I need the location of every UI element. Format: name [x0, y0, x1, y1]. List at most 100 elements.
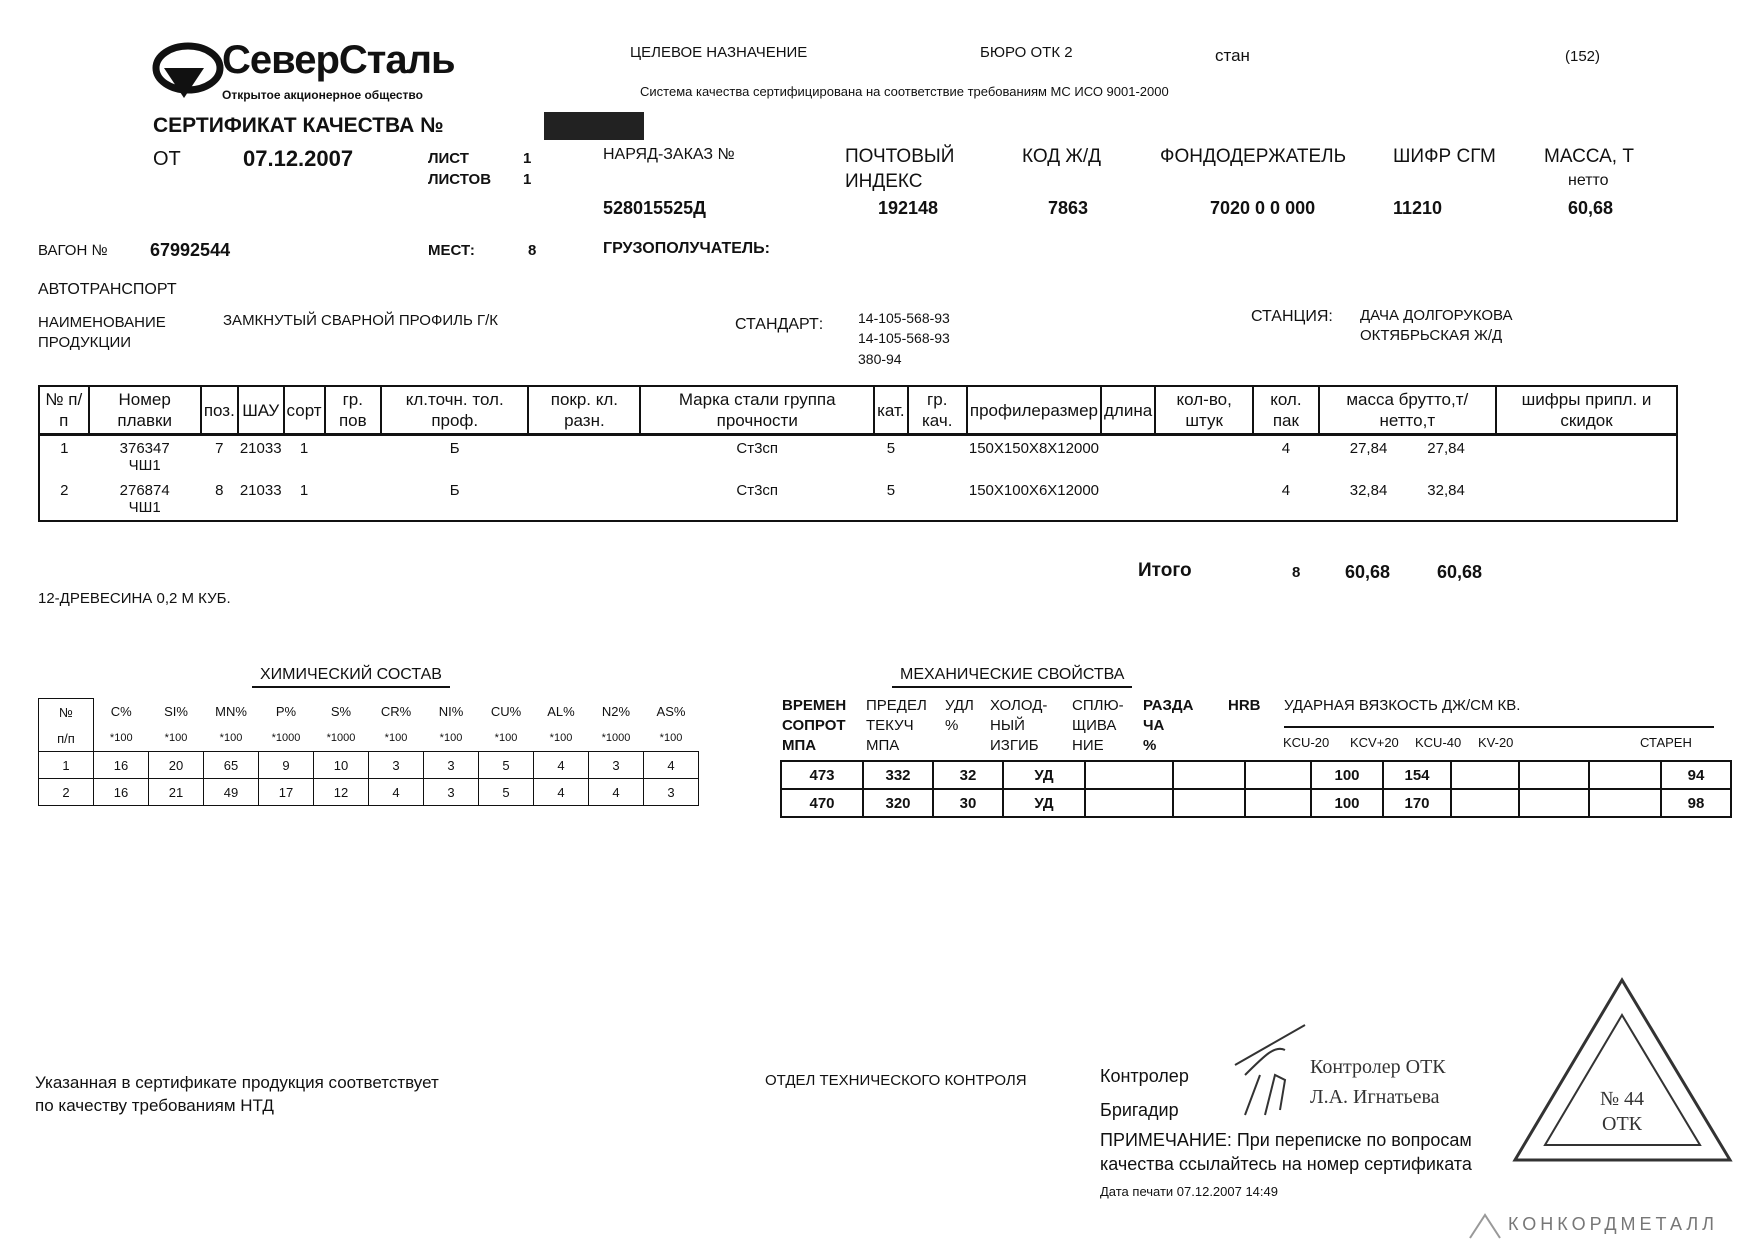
- mechanics-header: ЩИВА: [1072, 717, 1117, 734]
- column-header: кл.точн. тол. проф.: [380, 385, 530, 436]
- table-cell: 2: [38, 478, 89, 522]
- svg-text:ОТК: ОТК: [1602, 1113, 1643, 1135]
- table-cell: [1588, 760, 1662, 790]
- table-cell: 7: [215, 440, 224, 457]
- standard-label: СТАНДАРТ:: [735, 316, 824, 333]
- element-header: AL%: [547, 704, 575, 720]
- table-cell: 1: [38, 434, 89, 478]
- element-header: AS%: [656, 704, 686, 720]
- table-cell: 470: [780, 788, 864, 818]
- element-header: MN%: [215, 704, 247, 720]
- table-cell: [1496, 478, 1678, 522]
- heat-number: 376347: [119, 440, 170, 457]
- table-cell: УД: [1002, 760, 1086, 790]
- note-label: ПРИМЕЧАНИЕ:: [1100, 1130, 1232, 1150]
- table-cell: [1101, 435, 1155, 479]
- column-header: кол. пак: [1252, 385, 1320, 436]
- table-cell: 5: [478, 778, 534, 806]
- mechanics-header: НЫЙ: [990, 717, 1025, 734]
- table-cell: 3: [368, 751, 424, 779]
- table-cell: 10: [313, 751, 369, 779]
- table-cell: [1244, 788, 1312, 818]
- chemistry-table: № C% SI% MN% P% S% CR% NI% CU% AL% N2% AS% п/п *100 *1…: [38, 698, 699, 806]
- sheets-label: ЛИСТОВ: [428, 171, 492, 188]
- rail-code-label: КОД Ж/Д: [1022, 146, 1102, 167]
- table-cell: [1084, 788, 1174, 818]
- order-label: НАРЯД-ЗАКАЗ №: [603, 146, 735, 163]
- table-cell: 32,84 32,84: [1318, 478, 1497, 522]
- impact-title: УДАРНАЯ ВЯЗКОСТЬ ДЖ/СМ КВ.: [1284, 697, 1714, 728]
- element-header: C%: [110, 704, 132, 720]
- mass-value: 60,68: [1568, 198, 1614, 218]
- element-header: P%: [275, 704, 297, 720]
- table-cell: [1244, 760, 1312, 790]
- order-value: 528015525Д: [603, 198, 706, 218]
- table-cell: [1496, 434, 1678, 478]
- table-cell: 5: [874, 478, 908, 522]
- column-header: Марка стали группа прочности: [639, 385, 876, 436]
- table-cell: 100: [1310, 760, 1384, 790]
- table-cell: 94: [1660, 760, 1732, 790]
- standard-3: 380-94: [858, 351, 902, 367]
- table-cell: 1: [38, 751, 94, 779]
- mechanics-table: 473 332 32 УД 100 154 94 470 320 30 УД 100 170 98: [780, 760, 1732, 818]
- mass-label: МАССА, Т: [1544, 146, 1634, 167]
- table-cell: 320: [862, 788, 934, 818]
- element-multiplier: *100: [384, 732, 408, 744]
- table-row: 473 332 32 УД 100 154 94: [780, 760, 1732, 790]
- table-cell: 4: [368, 778, 424, 806]
- impact-header: KV-20: [1478, 735, 1514, 750]
- column-header: шифры припл. и скидок: [1495, 385, 1678, 436]
- table-cell: 65: [203, 751, 259, 779]
- table-row: 2 276874 ЧШ1 8 21033 1 Б Ст3сп 5 150X100X6X12000 4…: [38, 478, 1678, 522]
- signature-title: Контролер ОТК: [1310, 1056, 1446, 1078]
- table-cell: 30: [932, 788, 1004, 818]
- table-cell: 150X100X6X12000: [966, 478, 1101, 522]
- product-name: ЗАМКНУТЫЙ СВАРНОЙ ПРОФИЛЬ Г/К: [223, 312, 499, 329]
- foreman-label: Бригадир: [1100, 1100, 1179, 1120]
- table-cell: 32: [932, 760, 1004, 790]
- element-header: NI%: [438, 704, 464, 720]
- table-cell: 4: [643, 751, 699, 779]
- table-cell: УД: [1002, 788, 1086, 818]
- mechanics-header: ХОЛОД-: [990, 697, 1048, 714]
- conformity-statement: Указанная в сертификате продукция соотве…: [35, 1073, 439, 1092]
- department-label: ОТДЕЛ ТЕХНИЧЕСКОГО КОНТРОЛЯ: [765, 1072, 1027, 1089]
- element-multiplier: *1000: [601, 732, 631, 744]
- table-cell: 9: [258, 751, 314, 779]
- places-value: 8: [528, 242, 537, 259]
- table-cell: 49: [203, 778, 259, 806]
- table-cell: 3: [423, 751, 479, 779]
- mechanics-header: МПА: [866, 737, 900, 754]
- total-label: Итого: [1138, 560, 1192, 581]
- element-multiplier: *100: [659, 732, 683, 744]
- column-header: № п/п: [38, 385, 90, 436]
- column-header: кол-во, штук: [1154, 385, 1255, 436]
- table-cell: Ст3сп: [640, 478, 875, 522]
- mechanics-header: %: [945, 717, 959, 734]
- column-header: Номер плавки: [87, 385, 202, 436]
- table-cell: Ст3сп: [736, 440, 779, 457]
- table-cell: [325, 435, 381, 479]
- mechanics-header: СПЛЮ-: [1072, 697, 1124, 714]
- element-header: CR%: [380, 704, 412, 720]
- total-net: 60,68: [1437, 562, 1483, 582]
- transport-label: АВТОТРАНСПОРТ: [38, 281, 177, 298]
- svg-text:№ 44: № 44: [1600, 1088, 1644, 1110]
- table-row: 1 16 20 65 9 10 3 3 5 4 3 4: [38, 751, 699, 779]
- table-cell: [1172, 760, 1246, 790]
- column-header: поз.: [199, 385, 239, 436]
- column-header: ШАУ: [236, 385, 285, 436]
- from-label: ОТ: [153, 148, 181, 170]
- table-cell: 8: [200, 478, 238, 522]
- table-cell: 16: [93, 778, 149, 806]
- table-cell: [1450, 760, 1520, 790]
- table-cell: 3: [423, 778, 479, 806]
- column-header: гр. кач.: [906, 385, 968, 436]
- product-name-label-2: ПРОДУКЦИИ: [38, 334, 132, 351]
- products-header-row: № п/п Номер плавки поз. ШАУ сорт гр. пов кл.то…: [38, 385, 1678, 436]
- heat-suffix: ЧШ1: [128, 499, 161, 516]
- postal-value: 192148: [878, 198, 939, 218]
- chemistry-header-row: № C% SI% MN% P% S% CR% NI% CU% AL% N2% AS%: [38, 698, 699, 725]
- heat-suffix: ЧШ1: [128, 457, 161, 474]
